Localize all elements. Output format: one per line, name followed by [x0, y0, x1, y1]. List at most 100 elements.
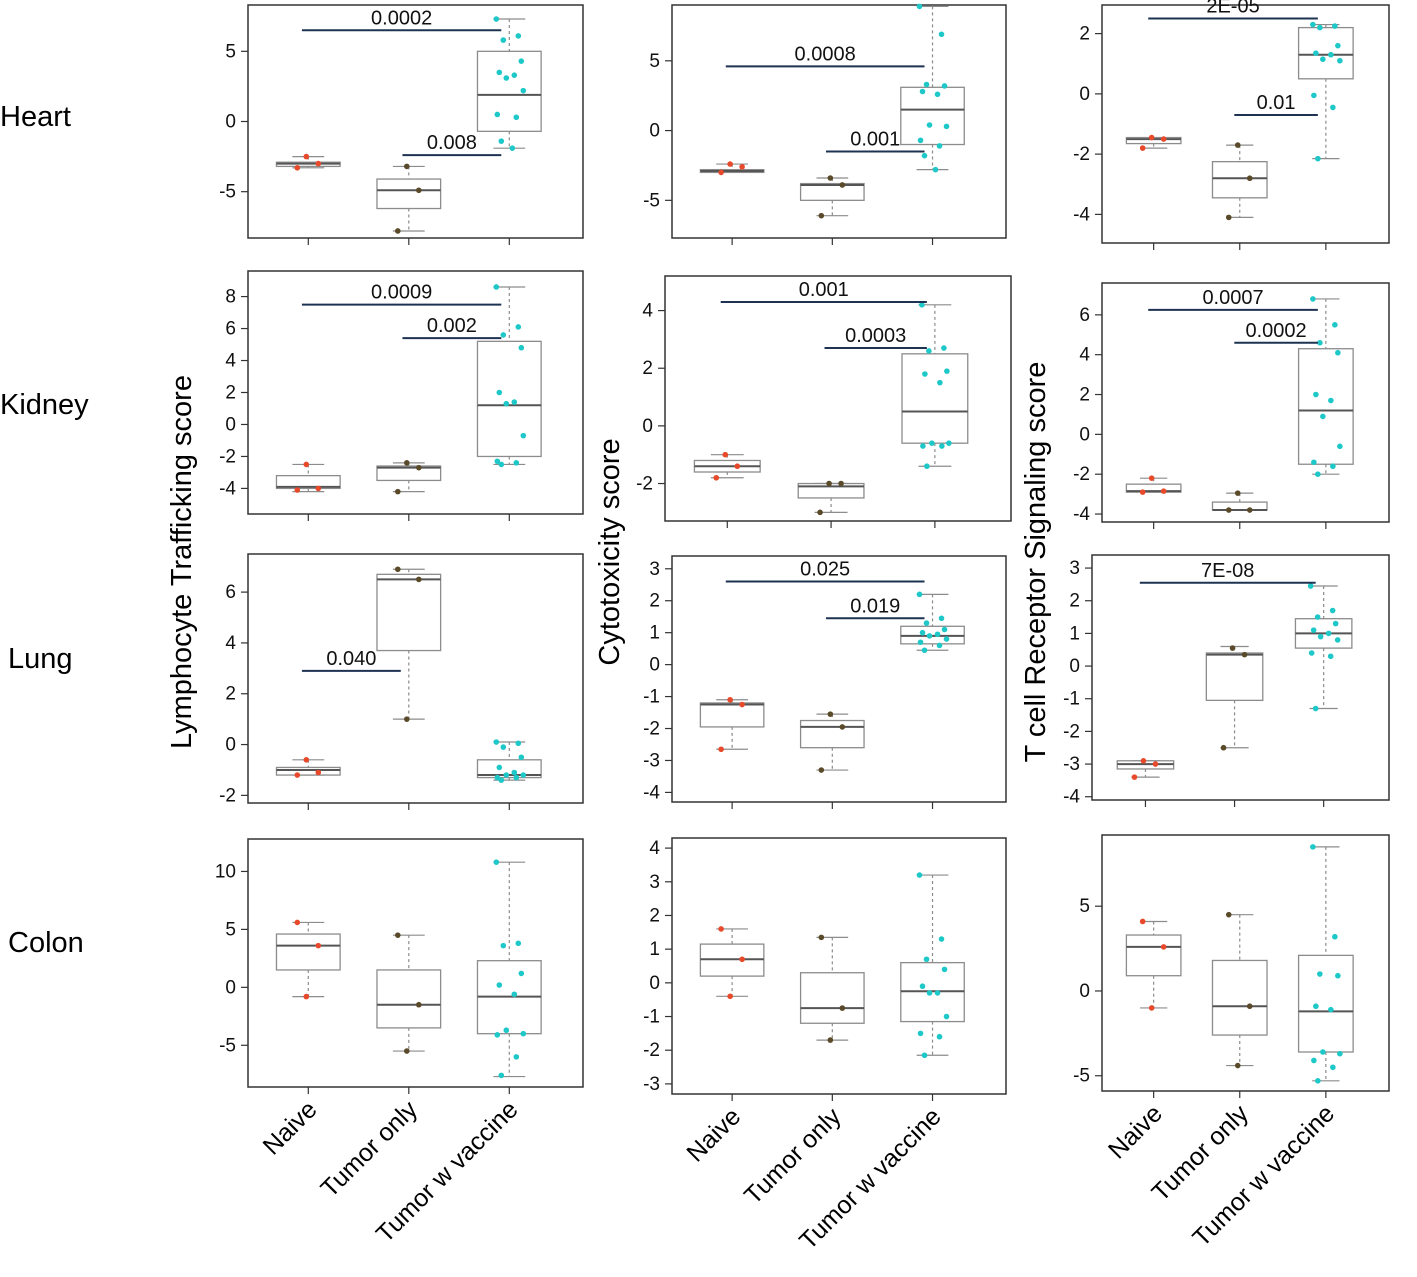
data-point [839, 724, 846, 730]
y-tick-label: -4 [643, 782, 660, 803]
p-value-label: 0.008 [427, 132, 477, 154]
p-value-label: 2E-05 [1206, 0, 1259, 18]
category-label-tumor-only: Tumor only [315, 1095, 423, 1203]
data-point [520, 1030, 527, 1037]
category-label-tumor-only: Tumor only [739, 1102, 847, 1210]
data-point [944, 368, 950, 374]
data-point [1229, 645, 1236, 651]
data-point [1310, 844, 1316, 850]
data-point [315, 942, 322, 949]
data-point [827, 711, 834, 717]
y-tick-label: 0 [649, 973, 660, 994]
row-label-kidney: Kidney [0, 389, 89, 421]
y-tick-label: 6 [225, 582, 236, 603]
data-point [924, 463, 930, 470]
y-tick-label: 5 [225, 41, 236, 62]
data-point [1148, 1005, 1155, 1011]
panel-frame [1091, 554, 1390, 801]
y-tick-label: -2 [636, 474, 653, 495]
data-point [404, 716, 410, 722]
data-point [916, 872, 923, 878]
ylabel-lymphocyte-trafficking: Lymphocyte Trafficking score [166, 375, 198, 749]
p-value-label: 0.0003 [845, 325, 906, 347]
iqr-box [376, 969, 442, 1029]
data-point [315, 485, 322, 492]
ylabel-cytotoxicity: Cytotoxicity score [594, 438, 626, 665]
panel-kidney-1: -4 -2 0 2 4 6 8 0.0009 0.002 [219, 270, 584, 521]
data-point [923, 956, 930, 963]
box-naive [693, 451, 761, 481]
panel-lung-1: -2 0 2 4 6 0.040 [219, 553, 584, 810]
panel-frame [1101, 4, 1390, 244]
data-point [416, 1001, 422, 1008]
p-value-label: 7E-08 [1201, 560, 1254, 582]
y-tick-label: -3 [1063, 754, 1080, 775]
column-axis-titles: Lymphocyte Trafficking score Cytotoxicit… [166, 362, 1052, 763]
iqr-box [1211, 161, 1268, 199]
panel-heart-3: -4 -2 0 2 2E-05 0.01 [1073, 0, 1390, 250]
y-tick-label: 1 [649, 623, 660, 644]
data-point [1148, 134, 1155, 141]
y-tick-label: -5 [219, 182, 236, 203]
data-point [1310, 627, 1317, 633]
data-point [739, 164, 745, 170]
data-point [937, 379, 943, 386]
box-tumor-only [799, 711, 865, 773]
data-point [511, 991, 518, 998]
data-point [936, 1033, 943, 1040]
data-point [503, 75, 510, 81]
data-point [934, 91, 941, 98]
box-tumor-only [797, 480, 865, 516]
box-tumor-only [1205, 645, 1264, 751]
data-point [1313, 1003, 1319, 1010]
data-point [936, 143, 943, 149]
data-point [839, 1005, 846, 1011]
data-point [416, 187, 422, 194]
data-point [496, 69, 503, 76]
box-tumor-only [799, 175, 865, 219]
data-point [1307, 583, 1314, 589]
category-label-naive: Naive [681, 1102, 746, 1167]
data-point [919, 983, 926, 990]
data-point [500, 332, 507, 338]
data-point [515, 740, 522, 747]
data-point [916, 3, 923, 10]
data-point [1332, 322, 1338, 328]
data-point [511, 72, 518, 78]
data-point [734, 463, 741, 470]
data-point [1241, 651, 1248, 658]
data-point [718, 926, 724, 932]
data-point [1330, 1064, 1336, 1071]
y-tick-label: 4 [225, 351, 236, 372]
data-point [509, 145, 516, 151]
y-tick-label: 0 [642, 416, 653, 437]
data-point [1246, 175, 1253, 182]
data-point [1311, 459, 1317, 466]
iqr-box [901, 353, 969, 444]
data-point [1234, 490, 1241, 496]
iqr-box [1211, 501, 1268, 511]
data-point [923, 81, 930, 88]
y-tick-label: 0 [225, 112, 236, 133]
data-point [917, 639, 924, 646]
y-tick-label: 5 [225, 919, 236, 940]
p-value-label: 0.0007 [1202, 287, 1263, 309]
box-tumor-only [376, 566, 442, 722]
data-point [1312, 705, 1319, 712]
data-point [1317, 339, 1323, 346]
data-point [929, 440, 935, 446]
data-point [315, 769, 322, 776]
panel-colon-3: -5 0 5 [1073, 834, 1390, 1098]
category-label-naive: Naive [1103, 1099, 1168, 1164]
data-point [818, 934, 825, 941]
y-tick-label: 6 [1079, 305, 1090, 326]
data-point [1327, 653, 1334, 660]
y-tick-label: 3 [1069, 558, 1080, 579]
data-point [1320, 413, 1326, 420]
box-naive [699, 926, 765, 1000]
data-point [1160, 136, 1167, 142]
box-tumor-only [1211, 490, 1268, 513]
iqr-box [1211, 959, 1268, 1036]
